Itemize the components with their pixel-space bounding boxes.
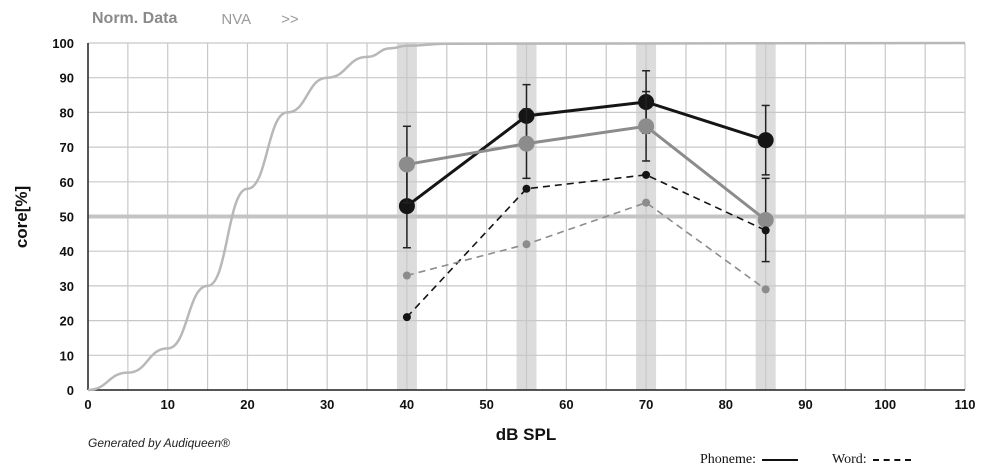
series-dashed-dark-point-40: [402, 313, 411, 322]
series-solid-gray-line: [406, 124, 767, 222]
series-layer: [87, 41, 966, 392]
series-solid-dark-line: [406, 100, 767, 208]
y-tick-label-70: 70: [60, 140, 74, 155]
x-tick-label-70: 70: [639, 397, 653, 412]
series-dashed-gray-point-85: [761, 285, 770, 294]
series-solid-gray-point-40: [398, 156, 415, 173]
y-tick-label-0: 0: [67, 383, 74, 398]
tab-norm-data[interactable]: Norm. Data: [92, 10, 178, 27]
legend-word-label: Word:: [832, 452, 867, 467]
series-dashed-dark-point-70: [642, 170, 651, 179]
legend-solid-swatch: [762, 459, 798, 461]
series-dashed-gray-line: [406, 201, 767, 291]
series-solid-gray-point-55: [518, 135, 535, 152]
x-tick-label-0: 0: [84, 397, 91, 412]
y-tick-label-50: 50: [60, 210, 74, 225]
series-solid-gray-point-70: [638, 118, 655, 135]
x-tick-label-80: 80: [719, 397, 733, 412]
generated-by-credit: Generated by Audiqueen®: [88, 436, 230, 450]
x-tick-label-20: 20: [240, 397, 254, 412]
series-dashed-dark-point-55: [522, 184, 531, 193]
x-tick-label-110: 110: [955, 397, 976, 412]
x-tick-label-30: 30: [320, 397, 334, 412]
tab-more-button[interactable]: >>: [281, 10, 299, 28]
x-axis-label: dB SPL: [496, 425, 556, 444]
y-tick-label-90: 90: [60, 71, 74, 86]
y-tick-label-20: 20: [60, 314, 74, 329]
tick-labels: 0 10 20 30 40 50 60 70 80 90 100 110 0 10 20 30 40 50 60 70…: [52, 36, 975, 412]
tab-nva[interactable]: NVA: [221, 10, 252, 28]
series-dashed-gray-point-70: [642, 198, 651, 207]
series-solid-dark-point-85: [757, 132, 774, 149]
series-reference-curve-line: [87, 41, 966, 392]
chart-header: Norm. Data NVA >>: [92, 8, 299, 30]
series-solid-gray-point-85: [757, 211, 774, 228]
x-tick-label-10: 10: [160, 397, 174, 412]
y-tick-label-10: 10: [60, 348, 74, 363]
x-tick-label-100: 100: [874, 397, 896, 412]
series-dashed-gray-point-40: [402, 271, 411, 280]
y-tick-label-60: 60: [60, 175, 74, 190]
y-tick-label-80: 80: [60, 105, 74, 120]
y-tick-label-40: 40: [60, 244, 74, 259]
axes: [87, 43, 965, 391]
x-tick-label-60: 60: [559, 397, 573, 412]
y-tick-label-100: 100: [52, 36, 74, 51]
series-dashed-gray-point-55: [522, 240, 531, 249]
x-tick-label-90: 90: [798, 397, 812, 412]
series-dashed-dark-line: [406, 174, 767, 318]
y-tick-label-30: 30: [60, 279, 74, 294]
legend: Phoneme: Word:: [700, 452, 911, 468]
x-tick-label-40: 40: [400, 397, 414, 412]
y-axis-label: core[%]: [12, 186, 31, 248]
legend-dashed-swatch: [872, 459, 911, 461]
legend-phoneme-label: Phoneme:: [700, 452, 756, 467]
series-dashed-dark-point-85: [761, 226, 770, 235]
x-tick-label-50: 50: [479, 397, 493, 412]
